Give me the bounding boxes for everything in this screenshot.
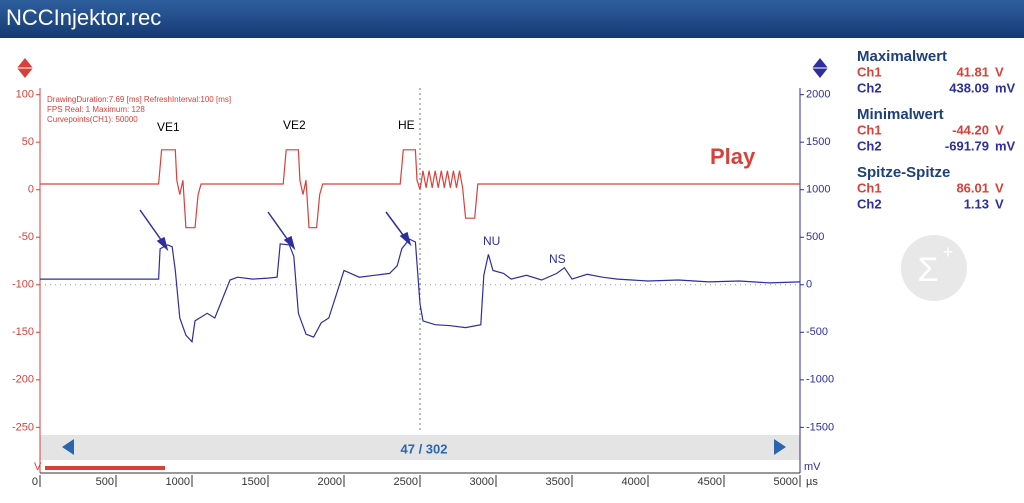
y-tick-label: -250 [12, 421, 34, 433]
trace [40, 149, 800, 229]
value: 86.01 [956, 180, 989, 195]
y-tick-label: -200 [12, 374, 34, 386]
info-text: DrawingDuration:7.69 [ms] RefreshInterva… [47, 95, 231, 104]
x-tick-label: 2500 [394, 476, 418, 488]
prev-button[interactable] [62, 439, 74, 455]
sum-icon-plus: + [943, 242, 954, 262]
y2-tick-label: 2000 [806, 89, 830, 101]
x-tick-label: 1500 [242, 476, 266, 488]
value: 41.81 [956, 64, 989, 79]
info-text: FPS Real: 1 Maximum: 128 [47, 105, 145, 114]
panel-title: Minimalwert [857, 106, 944, 123]
x-tick-label: 2000 [318, 476, 342, 488]
x-tick-label: 0 [32, 476, 38, 488]
y-tick-label: -150 [12, 326, 34, 338]
arrows [139, 209, 412, 252]
channel: Ch2 [857, 138, 882, 153]
value: -691.79 [945, 138, 989, 153]
annotation: NU [483, 234, 500, 248]
channel: Ch2 [857, 196, 882, 211]
unit: V [995, 64, 1004, 79]
y2-tick-label: 500 [806, 231, 824, 243]
info-text: Curvepoints(CH1): 50000 [47, 115, 138, 124]
window-title: NCCInjektor.rec [6, 5, 161, 30]
x-tick-label: 4500 [698, 476, 722, 488]
position: 47 / 302 [401, 441, 448, 456]
x-tick-label: 3500 [546, 476, 570, 488]
y2-label: mV [804, 461, 821, 473]
y-tick-label: 100 [16, 89, 34, 101]
y2-tick-label: 1500 [806, 136, 830, 148]
trace [40, 238, 801, 344]
annotation: VE2 [283, 118, 306, 132]
channel: Ch1 [857, 122, 882, 137]
x-label: µs [806, 476, 818, 488]
unit: V [995, 180, 1004, 195]
y-tick-label: -50 [18, 231, 34, 243]
annotation: VE1 [157, 120, 180, 134]
y2-tick-label: -500 [806, 326, 828, 338]
x-tick-label: 500 [96, 476, 114, 488]
channel: Ch1 [857, 64, 882, 79]
unit: mV [995, 138, 1016, 153]
next-button[interactable] [774, 439, 786, 455]
y2-tick-label: 1000 [806, 184, 830, 196]
annotation: NS [549, 252, 566, 266]
annotation: HE [398, 118, 415, 132]
x-tick-label: 1000 [166, 476, 190, 488]
y2-tick-label: -1500 [806, 421, 834, 433]
title-bar [0, 0, 1024, 38]
y-tick-label: -100 [12, 279, 34, 291]
value: 1.13 [964, 196, 989, 211]
x-tick-label: 4000 [622, 476, 646, 488]
y-tick-label: 50 [22, 136, 34, 148]
panel-title: Spitze-Spitze [857, 164, 950, 181]
status: Play [710, 144, 756, 169]
y2-tick-label: -1000 [806, 374, 834, 386]
unit: V [995, 196, 1004, 211]
sum-icon: Σ [917, 251, 938, 289]
channel: Ch2 [857, 80, 882, 95]
x-tick-label: 3000 [470, 476, 494, 488]
x-tick-label: 5000 [774, 476, 798, 488]
progress [45, 466, 165, 470]
y-label: V [34, 461, 42, 473]
y-tick-label: 0 [28, 184, 34, 196]
panel-title: Maximalwert [857, 48, 947, 65]
scrollbar[interactable] [40, 435, 800, 460]
y2-tick-label: 0 [806, 279, 812, 291]
value: 438.09 [949, 80, 989, 95]
channel: Ch1 [857, 180, 882, 195]
value: -44.20 [952, 122, 989, 137]
unit: mV [995, 80, 1016, 95]
sum-button[interactable] [901, 235, 967, 301]
unit: V [995, 122, 1004, 137]
